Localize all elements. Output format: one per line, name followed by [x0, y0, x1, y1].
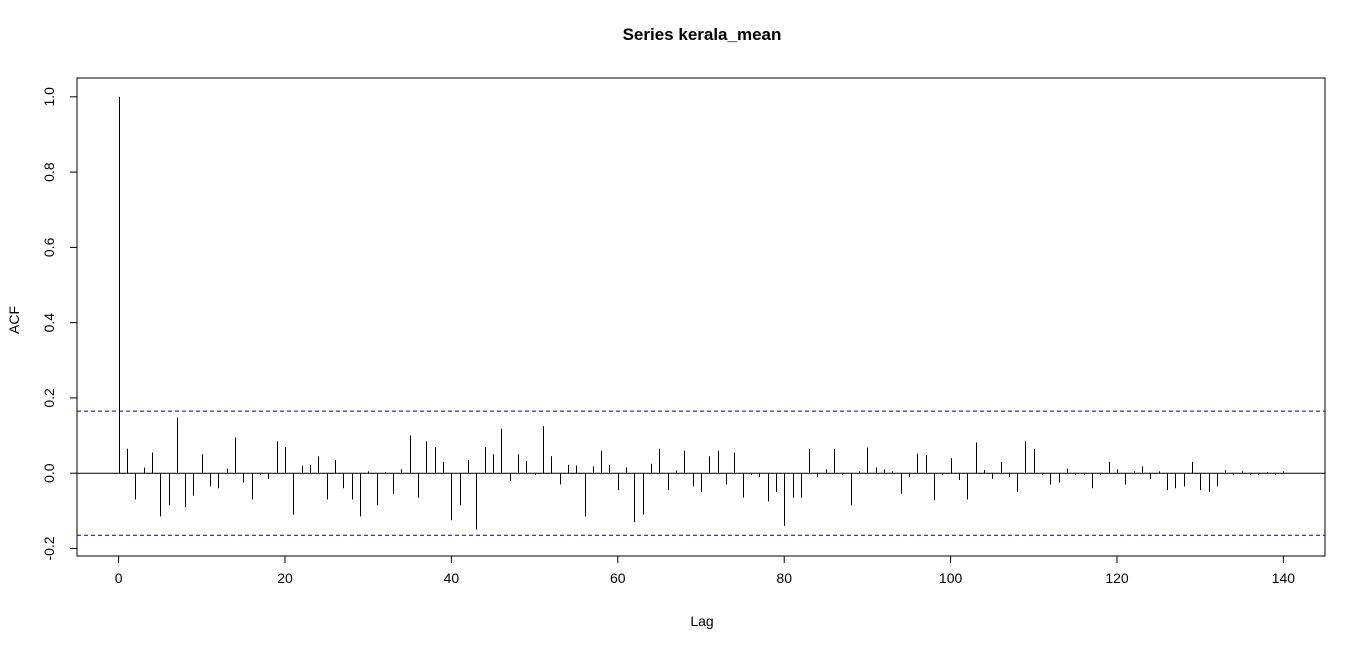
y-axis-label: ACF: [6, 306, 22, 334]
x-tick-label: 80: [776, 570, 792, 586]
x-tick-label: 120: [1105, 570, 1129, 586]
x-tick-label: 40: [444, 570, 460, 586]
x-tick-label: 60: [610, 570, 626, 586]
x-tick-label: 0: [115, 570, 123, 586]
x-axis: 0 20 40 60 80 100 120 140: [115, 556, 1296, 586]
y-tick-label: 0.0: [41, 463, 57, 483]
x-tick-label: 20: [277, 570, 293, 586]
x-tick-label: 140: [1272, 570, 1296, 586]
y-tick-label: 1.0: [41, 87, 57, 107]
y-tick-label: 0.4: [41, 313, 57, 333]
x-axis-label: Lag: [690, 613, 713, 629]
y-tick-label: 0.6: [41, 237, 57, 257]
acf-bars: [120, 97, 1284, 530]
x-tick-label: 100: [939, 570, 963, 586]
y-axis: -0.2 0.0 0.2 0.4 0.6 0.8 1.0: [41, 87, 77, 561]
y-tick-label: -0.2: [41, 536, 57, 560]
y-tick-label: 0.2: [41, 388, 57, 408]
chart-title: Series kerala_mean: [623, 25, 782, 44]
y-tick-label: 0.8: [41, 162, 57, 182]
